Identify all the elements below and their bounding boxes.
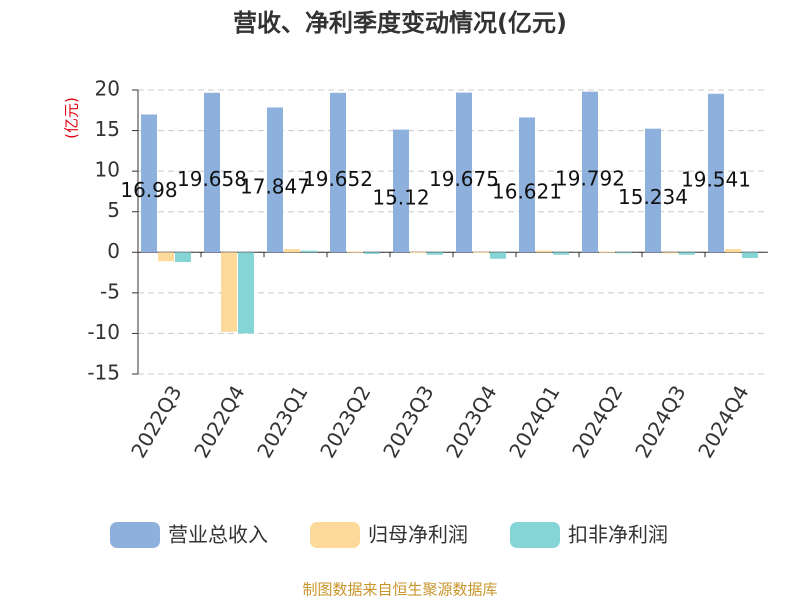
- y-tick-label: 20: [95, 77, 120, 101]
- bar: [204, 92, 220, 253]
- data-label: 19.541: [681, 168, 751, 192]
- bar: [175, 252, 191, 263]
- data-label: 19.652: [303, 167, 373, 191]
- chart-title: 营收、净利季度变动情况(亿元): [233, 9, 567, 37]
- bar: [393, 129, 409, 253]
- bar: [742, 252, 758, 258]
- bar: [725, 249, 741, 253]
- bar: [456, 92, 472, 253]
- x-tick-label: 2022Q3: [126, 381, 186, 462]
- bar: [221, 252, 237, 332]
- legend-swatch: [110, 522, 160, 548]
- bar: [158, 252, 174, 262]
- bar: [536, 250, 552, 253]
- x-tick-label: 2024Q2: [567, 381, 627, 462]
- x-tick-label: 2024Q3: [630, 381, 690, 462]
- data-label: 17.847: [240, 174, 310, 198]
- bar: [662, 252, 678, 254]
- data-label: 15.12: [372, 185, 429, 209]
- bar: [708, 93, 724, 253]
- data-label: 15.234: [618, 185, 688, 209]
- bar: [553, 252, 569, 255]
- data-label: 19.792: [555, 166, 625, 190]
- bar: [645, 128, 661, 253]
- y-tick-label: 10: [95, 158, 120, 182]
- source-note: 制图数据来自恒生聚源数据库: [302, 581, 497, 599]
- data-label: 16.98: [120, 178, 177, 202]
- bar: [267, 107, 283, 253]
- bar: [238, 252, 254, 334]
- x-tick-label: 2023Q3: [378, 381, 438, 462]
- bar: [347, 251, 363, 253]
- bar: [679, 252, 695, 255]
- legend-label: 扣非净利润: [568, 523, 668, 547]
- bar: [284, 249, 300, 253]
- data-label: 19.675: [429, 167, 499, 191]
- legend-swatch: [310, 522, 360, 548]
- legend-label: 归母净利润: [368, 523, 468, 547]
- x-tick-label: 2022Q4: [189, 381, 249, 462]
- bar: [330, 92, 346, 253]
- bar: [582, 91, 598, 253]
- legend-label: 营业总收入: [168, 523, 268, 547]
- bar: [427, 252, 443, 255]
- y-tick-label: 15: [95, 117, 120, 141]
- y-axis-label: (亿元): [63, 97, 81, 139]
- y-tick-label: -15: [87, 361, 120, 385]
- bar: [599, 251, 615, 253]
- x-tick-label: 2023Q4: [441, 381, 501, 462]
- bar: [141, 114, 157, 253]
- x-tick-label: 2024Q1: [504, 381, 564, 462]
- bar: [410, 251, 426, 253]
- bar: [301, 250, 317, 253]
- bar: [473, 251, 489, 253]
- legend-swatch: [510, 522, 560, 548]
- x-tick-label: 2023Q1: [252, 381, 312, 462]
- data-label: 16.621: [492, 179, 562, 203]
- bar: [519, 117, 535, 253]
- y-tick-label: -10: [87, 320, 120, 344]
- y-tick-label: 0: [107, 239, 120, 263]
- bar: [364, 252, 380, 254]
- bar: [490, 252, 506, 259]
- y-tick-label: 5: [107, 198, 120, 222]
- y-tick-label: -5: [100, 279, 120, 303]
- bar: [616, 252, 632, 254]
- data-label: 19.658: [177, 167, 247, 191]
- x-tick-label: 2023Q2: [315, 381, 375, 462]
- x-tick-label: 2024Q4: [693, 381, 753, 462]
